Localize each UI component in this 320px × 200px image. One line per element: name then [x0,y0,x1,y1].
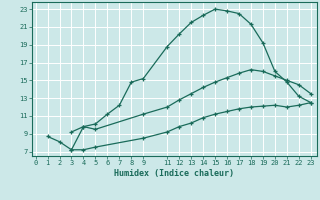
X-axis label: Humidex (Indice chaleur): Humidex (Indice chaleur) [115,169,234,178]
